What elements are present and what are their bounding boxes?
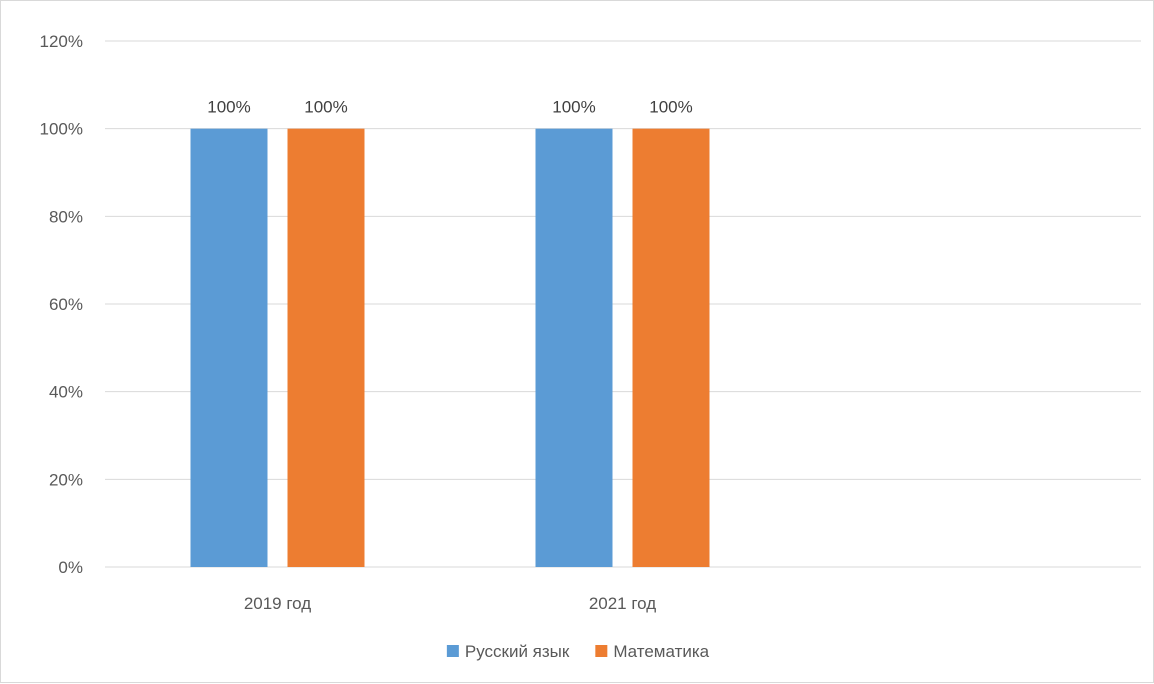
bar — [632, 128, 710, 567]
y-tick-label: 100% — [40, 120, 83, 139]
y-tick-label: 80% — [49, 207, 83, 226]
legend-label: Русский язык — [465, 642, 570, 661]
gridlines — [105, 40, 1141, 568]
data-labels: 100% 100% 100% 100% — [207, 98, 692, 117]
x-tick-label: 2021 год — [589, 594, 656, 613]
legend-item: Русский язык — [446, 642, 570, 661]
legend-item: Математика — [595, 642, 710, 661]
y-tick-label: 0% — [58, 558, 83, 577]
bars — [190, 128, 710, 567]
data-label: 100% — [207, 98, 250, 117]
x-axis-tick-labels: 2019 год 2021 год — [244, 594, 656, 613]
legend-label: Математика — [613, 642, 709, 661]
legend: Русский язык Математика — [446, 642, 710, 661]
legend-swatch — [595, 645, 608, 657]
y-tick-label: 20% — [49, 470, 83, 489]
y-tick-label: 60% — [49, 295, 83, 314]
data-label: 100% — [304, 98, 347, 117]
y-tick-label: 120% — [40, 32, 83, 51]
bar — [190, 128, 268, 567]
y-tick-label: 40% — [49, 383, 83, 402]
data-label: 100% — [649, 98, 692, 117]
bar — [535, 128, 613, 567]
bar — [287, 128, 365, 567]
legend-swatch — [446, 645, 459, 657]
y-axis-tick-labels: 0% 20% 40% 60% 80% 100% 120% — [40, 32, 83, 577]
x-tick-label: 2019 год — [244, 594, 311, 613]
data-label: 100% — [552, 98, 595, 117]
